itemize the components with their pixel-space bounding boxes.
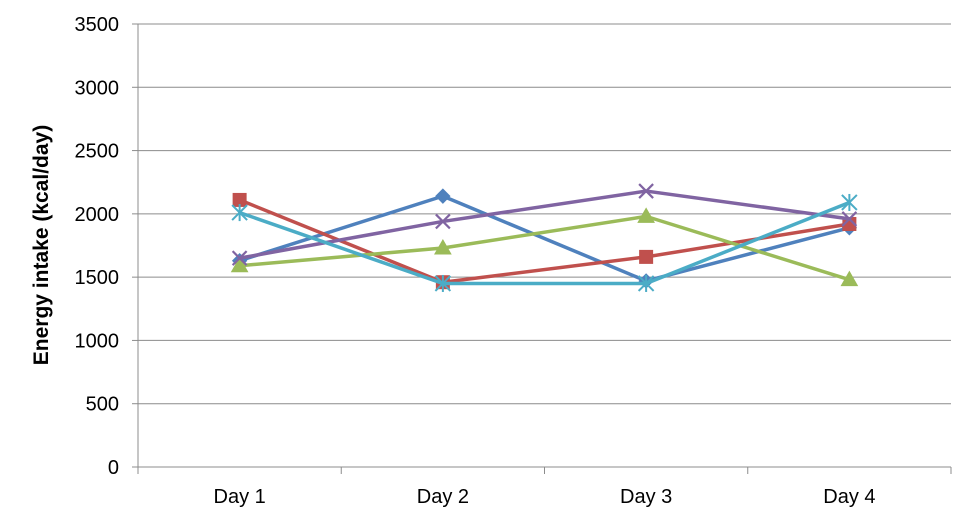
data-point	[231, 204, 248, 222]
series-4	[231, 183, 858, 266]
data-point	[840, 270, 859, 287]
data-point	[231, 250, 248, 266]
data-point	[841, 193, 858, 211]
y-tick-label: 2500	[75, 141, 120, 163]
y-tick-label: 3000	[75, 77, 120, 99]
series-3	[230, 207, 859, 287]
series-line	[239, 189, 850, 260]
tick-labels: 0 500 1000 1500 2000 2500 3000 3500 Day 1 Day 2 Da…	[75, 14, 876, 508]
data-point	[841, 211, 858, 227]
series-line	[239, 214, 850, 282]
data-point	[637, 274, 655, 292]
y-tick-label: 1500	[75, 267, 120, 289]
data-point	[639, 249, 654, 264]
data-point	[434, 239, 452, 255]
y-tick-label: 0	[108, 457, 119, 479]
y-tick-label: 1000	[75, 330, 120, 352]
data-point	[435, 188, 451, 204]
x-tick-label: Day 3	[620, 486, 672, 508]
data-point	[637, 207, 655, 223]
series-5	[231, 193, 858, 292]
y-tick-label: 2000	[75, 204, 120, 226]
x-tick-label: Day 2	[417, 486, 469, 508]
axes	[132, 23, 952, 474]
series-line	[239, 200, 851, 286]
data-point	[435, 213, 451, 230]
gridlines	[138, 23, 951, 405]
series-line	[239, 194, 850, 283]
y-tick-label: 500	[86, 394, 119, 416]
y-tick-label: 3500	[75, 14, 120, 36]
data-point	[434, 274, 452, 292]
x-tick-label: Day 4	[823, 486, 875, 508]
series-group	[230, 183, 859, 292]
data-point	[638, 183, 654, 199]
data-point	[230, 256, 249, 273]
x-tick-label: Day 1	[214, 486, 266, 508]
y-axis-title: Energy intake (kcal/day)	[30, 125, 53, 365]
